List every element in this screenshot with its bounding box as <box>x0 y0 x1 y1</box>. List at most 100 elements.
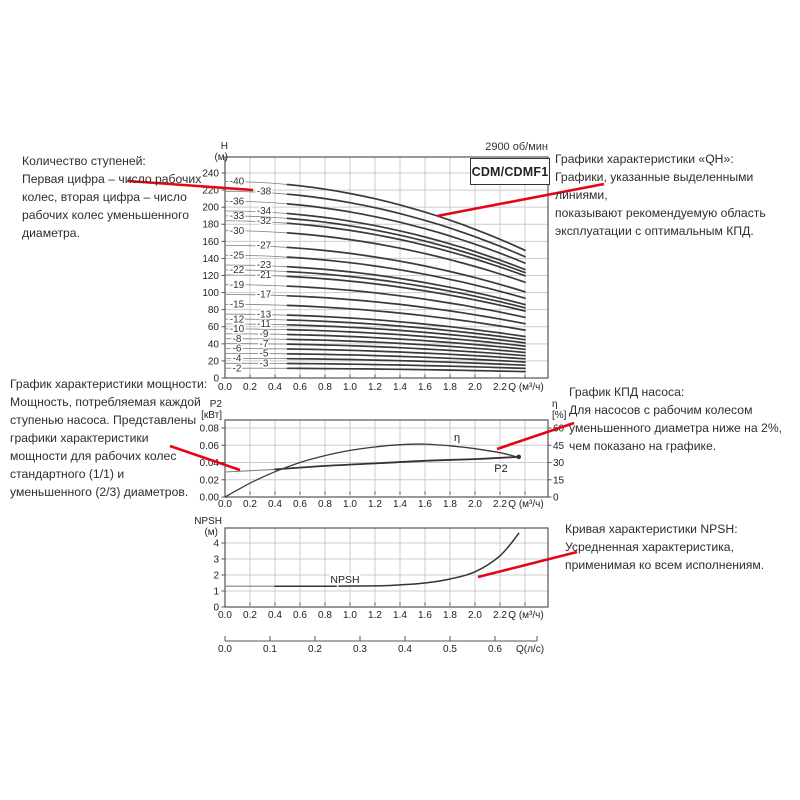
qh-stage-curve <box>286 348 526 360</box>
qh-x-tick-label: 0.4 <box>268 382 282 393</box>
qh-stage-curve-label: -33 <box>230 211 245 222</box>
npsh-x-tick-label: 1.8 <box>443 610 457 621</box>
qh-x-tick-label: 0.8 <box>318 382 332 393</box>
lps-tick-label: 0.3 <box>353 644 367 655</box>
model-badge-label: CDM/CDMF1 <box>471 164 549 179</box>
qh-stage-curve-label: -3 <box>260 358 269 369</box>
qh-stage-curve-thin <box>224 348 288 350</box>
npsh-x-tick-label: 1.4 <box>393 610 407 621</box>
p2-frame <box>224 419 549 498</box>
qh-x-tick-label: 1.2 <box>368 382 382 393</box>
p2-x-tick-label: 2.0 <box>468 499 482 510</box>
qh-x-tick-label: 0.0 <box>218 382 232 393</box>
qh-y-tick-label: 140 <box>202 254 219 265</box>
qh-x-tick-label: 1.0 <box>343 382 357 393</box>
qh-stage-curve <box>286 232 526 284</box>
qh-stage-curve <box>286 333 526 351</box>
lps-tick-label: 0.4 <box>398 644 412 655</box>
eta-curve <box>224 443 520 498</box>
qh-stage-curve <box>286 212 526 271</box>
qh-y-tick-label: 180 <box>202 220 219 231</box>
qh-y-tick-label: 80 <box>208 305 220 316</box>
lps-tick-label: 0.6 <box>488 644 502 655</box>
qh-stage-curve-thin <box>224 264 288 268</box>
npsh-x-tick-label: 1.0 <box>343 610 357 621</box>
qh-stage-curve <box>286 367 526 373</box>
annotation-qh: Графики характеристики «QH»: Графики, ук… <box>555 152 766 238</box>
npsh-x-axis-unit-label: Q (м³/ч) <box>508 610 543 621</box>
npsh-frame <box>224 527 549 608</box>
qh-stage-curve <box>286 183 526 252</box>
qh-stage-curve <box>286 343 526 357</box>
qh-stage-curve <box>286 323 526 344</box>
p2-x-tick-label: 1.0 <box>343 499 357 510</box>
qh-stage-curve-label: -17 <box>257 290 272 301</box>
p2-x-tick-label: 0.0 <box>218 499 232 510</box>
npsh-x-tick-label: 0.0 <box>218 610 232 621</box>
annotation-npsh: Кривая характеристики NPSH: Усредненная … <box>565 522 765 572</box>
qh-stage-curve <box>286 304 526 331</box>
qh-stage-curve-label: -40 <box>230 177 245 188</box>
qh-y-tick-label: 240 <box>202 168 219 179</box>
callout-line-1 <box>436 182 605 218</box>
eta-y-axis-unit-label: η <box>552 399 558 410</box>
qh-stage-curve-label: -34 <box>257 206 272 217</box>
qh-stage-curve-thin <box>224 181 288 185</box>
qh-stage-curve-thin <box>224 274 288 277</box>
p2-y-tick-label: 0.02 <box>200 475 220 486</box>
qh-stage-curve-label: -7 <box>260 339 269 350</box>
qh-stage-curve-label: -23 <box>257 260 272 271</box>
qh-stage-curve <box>286 328 526 347</box>
annotation-stages: Количество ступеней: Первая цифра – числ… <box>22 154 202 240</box>
annotation-power: График характеристики мощности: Мощность… <box>10 377 208 499</box>
qh-stage-curve-thin <box>224 230 288 234</box>
qh-stage-curve-thin <box>224 220 288 224</box>
p2-x-tick-label: 0.6 <box>293 499 307 510</box>
qh-y-tick-label: 0 <box>213 374 219 385</box>
npsh-y-tick-label: 0 <box>213 603 219 614</box>
qh-stage-curve-thin <box>224 294 288 297</box>
npsh-x-tick-label: 0.8 <box>318 610 332 621</box>
qh-stage-curve <box>286 193 526 258</box>
p2-y-tick-label: 0.04 <box>200 458 220 469</box>
p2-curve-label: P2 <box>494 463 507 475</box>
qh-stage-curve-thin <box>224 328 288 330</box>
qh-stage-curve <box>286 265 526 306</box>
qh-stage-curve-label: -11 <box>257 319 271 330</box>
qh-x-tick-label: 1.4 <box>393 382 407 393</box>
qh-stage-curve-label: -10 <box>230 324 245 335</box>
npsh-y-axis-unit-label: (м) <box>204 527 218 538</box>
qh-stage-curve-thin <box>224 303 288 306</box>
p2-curve <box>274 456 520 471</box>
qh-stage-curve-label: -22 <box>230 265 245 276</box>
p2-x-tick-label: 0.4 <box>268 499 282 510</box>
qh-stage-curve-label: -2 <box>233 363 242 374</box>
qh-stage-curve <box>286 217 526 274</box>
annotation-efficiency: График КПД насоса: Для насосов с рабочим… <box>569 385 783 453</box>
qh-stage-curve-thin <box>224 210 288 214</box>
qh-stage-curve <box>286 270 526 309</box>
npsh-curve <box>274 532 520 587</box>
npsh-x-tick-label: 0.2 <box>243 610 257 621</box>
qh-stage-curve <box>286 319 526 341</box>
lps-tick-label: 0.0 <box>218 644 232 655</box>
qh-y-tick-label: 20 <box>208 356 220 367</box>
p2-x-tick-label: 0.2 <box>243 499 257 510</box>
eta-y-tick-label: 45 <box>553 441 565 452</box>
qh-stage-curve <box>286 285 526 319</box>
qh-x-tick-label: 2.0 <box>468 382 482 393</box>
qh-y-tick-label: 220 <box>202 186 219 197</box>
qh-x-tick-label: 0.6 <box>293 382 307 393</box>
eta-y-tick-label: 30 <box>553 458 565 469</box>
qh-x-tick-label: 2.2 <box>493 382 507 393</box>
p2-x-tick-label: 2.2 <box>493 499 507 510</box>
qh-stage-curve-label: -21 <box>257 270 272 281</box>
lps-tick-label: 0.1 <box>263 644 277 655</box>
npsh-x-tick-label: 2.2 <box>493 610 507 621</box>
qh-stage-curve-label: -4 <box>233 354 242 365</box>
qh-stage-curve-thin <box>224 245 288 248</box>
qh-stage-curve-label: -19 <box>230 280 245 291</box>
npsh-y-tick-label: 2 <box>213 571 219 582</box>
qh-y-tick-label: 120 <box>202 271 219 282</box>
